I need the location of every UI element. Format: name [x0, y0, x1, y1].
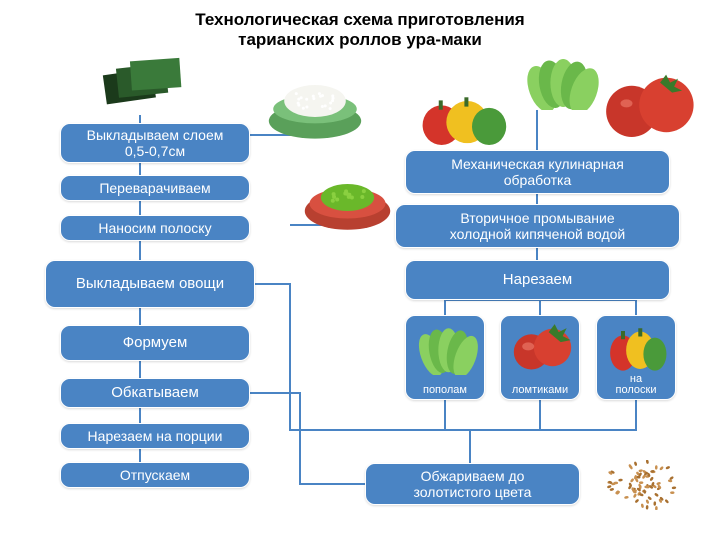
- nori-sheets-image: [95, 50, 185, 115]
- tomatoes-image: [595, 65, 700, 145]
- step-step7: Нарезаем на порции: [60, 423, 250, 449]
- peppers-cut-image: [605, 320, 669, 375]
- step-step1: Выкладываем слоем 0,5-0,7см: [60, 123, 250, 163]
- step-step4: Выкладываем овощи: [45, 260, 255, 308]
- tomato-cut-image: [509, 320, 573, 375]
- cut-option-cut2: ломтиками: [500, 315, 580, 400]
- bell-peppers-image: [415, 88, 510, 150]
- step-rstep3: Нарезаем: [405, 260, 670, 300]
- cut-option-cut3: на полоски: [596, 315, 676, 400]
- rice-bowl-image: [260, 65, 370, 145]
- lettuce-cut-image: [414, 320, 478, 375]
- step-step8: Отпускаем: [60, 462, 250, 488]
- wasabi-bowl-image: [300, 160, 395, 235]
- cut-label: ломтиками: [501, 385, 579, 396]
- step-rstep2: Вторичное промывание холодной кипяченой …: [395, 204, 680, 248]
- cut-label: пополам: [406, 385, 484, 396]
- step-step3: Наносим полоску: [60, 215, 250, 241]
- cut-option-cut1: пополам: [405, 315, 485, 400]
- sesame-seeds-image: [595, 460, 695, 510]
- step-step6: Обкатываем: [60, 378, 250, 408]
- step-step2: Переварачиваем: [60, 175, 250, 201]
- lettuce-image: [520, 50, 600, 110]
- step-fry: Обжариваем до золотистого цвета: [365, 463, 580, 505]
- step-step5: Формуем: [60, 325, 250, 361]
- step-rstep1: Механическая кулинарная обработка: [405, 150, 670, 194]
- diagram-title: Технологическая схема приготовления тари…: [0, 10, 720, 50]
- cut-label: на полоски: [597, 374, 675, 396]
